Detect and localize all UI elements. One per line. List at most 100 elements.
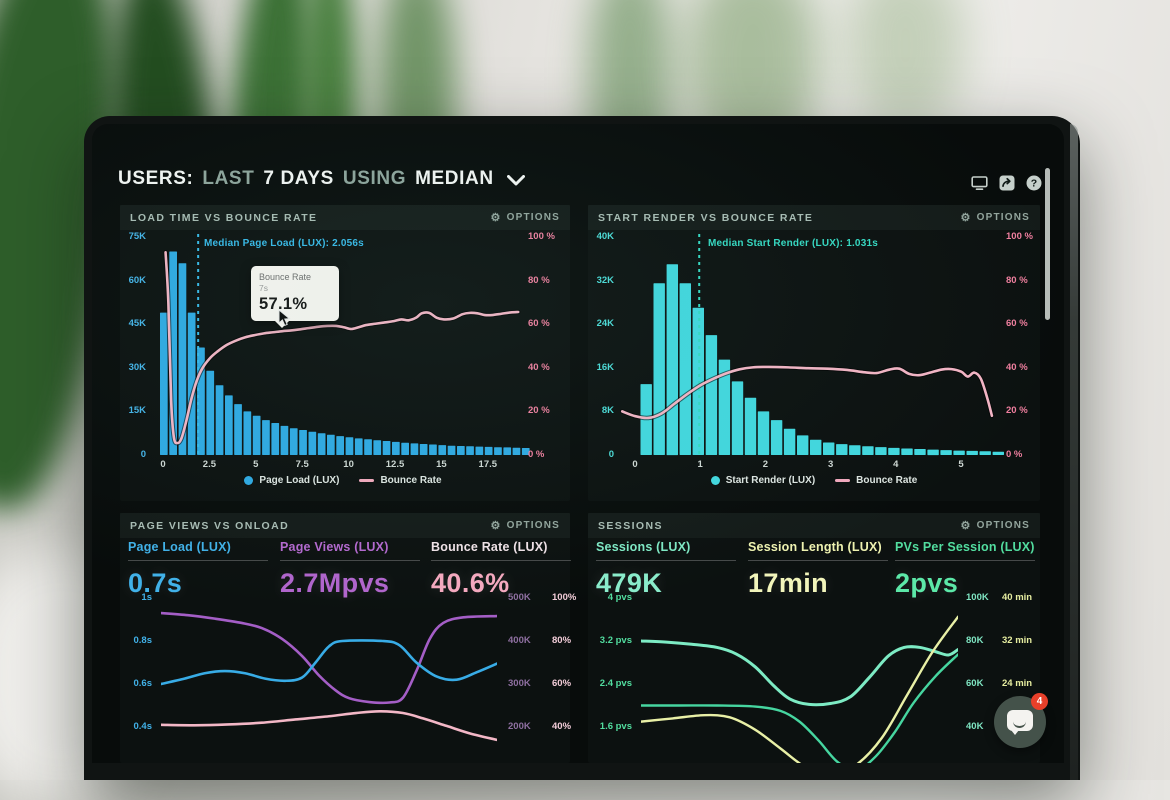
median-annotation: Median Start Render (LUX): 1.031s [708,238,878,249]
metric-block: Page Views (LUX) 2.7Mpvs [280,540,420,599]
metric-value: 17min [748,568,829,598]
x-axis-tick: 17.5 [478,459,498,470]
axis-tick: 60 % [1006,318,1028,330]
panel-header: LOAD TIME VS BOUNCE RATE ⚙ OPTIONS [120,205,570,230]
title-segment: 7 DAYS [263,168,334,189]
axis-tick: 80% [552,635,572,646]
axis-tick: 60K [128,274,146,286]
mouse-cursor [278,309,291,327]
axis-tick: 30K [128,361,146,373]
legend-line-marker [835,479,851,482]
axis-tick: 40 min [1002,592,1033,603]
axis-tick: 500K [508,592,531,603]
legend-item[interactable]: Bounce Rate [359,475,442,486]
metric-block: Bounce Rate (LUX) 40.6% [431,540,571,599]
options-label: OPTIONS [976,212,1030,223]
options-button[interactable]: ⚙ OPTIONS [491,212,560,223]
axis-tick: 45K [128,318,146,330]
axis-tick: 1.6 pvs [599,721,632,732]
options-label: OPTIONS [506,212,560,223]
tooltip-x-value: 7s [259,283,268,293]
panel-header: START RENDER VS BOUNCE RATE ⚙ OPTIONS [588,205,1040,230]
panel-sessions: SESSIONS ⚙ OPTIONS Sessions (LUX) 479K Ses… [588,513,1040,763]
panel-title: START RENDER VS BOUNCE RATE [598,211,814,224]
median-annotation: Median Page Load (LUX): 2.056s [204,238,364,249]
panel-load-time-vs-bounce-rate: LOAD TIME VS BOUNCE RATE ⚙ OPTIONS Media… [120,205,570,501]
axis-tick: 0.4s [133,721,153,732]
axis-tick: 3.2 pvs [599,635,632,646]
axis-tick: 40 % [1006,361,1028,373]
x-axis-tick: 0 [632,459,638,470]
header-toolbar: ? [971,175,1042,191]
x-axis-tick: 2 [762,459,769,470]
legend-item[interactable]: Bounce Rate [835,475,917,486]
axis-tick: 24 min [1002,678,1033,689]
axis-tick: 60% [552,678,572,689]
x-axis-tick: 2.5 [202,459,216,470]
title-segment: LAST [202,168,255,189]
help-icon[interactable]: ? [1026,175,1042,191]
panel-header: SESSIONS ⚙ OPTIONS [588,513,1040,538]
options-button[interactable]: ⚙ OPTIONS [961,520,1030,531]
options-button[interactable]: ⚙ OPTIONS [491,520,560,531]
axis-tick: 20 % [1006,405,1028,417]
x-axis-tick: 4 [893,459,899,470]
gear-icon: ⚙ [490,519,502,532]
laptop: USERS: LAST 7 DAYS USING MEDIAN ? [84,116,1080,780]
options-label: OPTIONS [506,520,560,531]
metric-label: Session Length (LUX) [748,540,888,561]
metric-value: 2pvs [895,568,959,598]
axis-tick: 40K [596,231,614,242]
panel-title: PAGE VIEWS VS ONLOAD [130,519,290,532]
metric-value: 479K [596,568,663,598]
x-axis-tick: 12.5 [385,459,405,470]
options-button[interactable]: ⚙ OPTIONS [961,212,1030,223]
panel-header: PAGE VIEWS VS ONLOAD ⚙ OPTIONS [120,513,570,538]
legend-item[interactable]: Page Load (LUX) [244,475,339,486]
title-segment: MEDIAN [415,168,494,189]
load-time-histogram [160,234,530,455]
chevron-down-icon[interactable] [506,175,525,186]
notification-badge: 4 [1031,693,1048,710]
scrollbar[interactable] [1045,168,1050,320]
x-axis-tick: 7.5 [295,459,309,470]
axis-tick: 20 % [528,405,550,417]
page-views-line-chart [161,611,497,742]
axis-tick: 80 % [1006,274,1028,286]
options-label: OPTIONS [976,520,1030,531]
axis-tick: 32K [596,274,614,286]
legend-label: Bounce Rate [380,475,442,486]
x-axis-tick: 5 [253,459,259,470]
axis-tick: 100 % [528,231,555,242]
chat-widget-button[interactable]: 4 [994,693,1048,748]
axis-tick: 200K [508,721,531,732]
page-title[interactable]: USERS: LAST 7 DAYS USING MEDIAN [118,168,525,190]
axis-tick: 0.6s [133,678,153,689]
axis-tick: 16K [596,361,614,373]
metric-label: Page Load (LUX) [128,540,268,561]
metric-value: 2.7Mpvs [280,568,390,598]
panel-start-render-vs-bounce-rate: START RENDER VS BOUNCE RATE ⚙ OPTIONS Me… [588,205,1040,501]
axis-tick: 60K [966,678,984,689]
legend-item[interactable]: Start Render (LUX) [710,475,815,486]
dashboard-screen: USERS: LAST 7 DAYS USING MEDIAN ? [92,124,1064,763]
title-segment: USING [342,168,407,189]
gear-icon: ⚙ [490,211,502,224]
gear-icon: ⚙ [960,211,972,224]
display-icon[interactable] [971,175,988,191]
axis-tick: 0 % [1006,449,1023,460]
x-axis-tick: 10 [343,459,354,470]
axis-tick: 40 % [528,361,550,373]
share-icon[interactable] [999,175,1015,191]
metric-label: PVs Per Session (LUX) [895,540,1035,561]
metric-label: Sessions (LUX) [596,540,736,561]
tooltip-value: 57.1% [259,295,308,313]
axis-tick: 80 % [528,274,550,286]
axis-tick: 24K [596,318,614,330]
sessions-line-chart [641,615,958,763]
x-axis-tick: 1 [697,459,703,470]
x-axis-tick: 0 [160,459,166,470]
x-axis-tick: 3 [827,459,834,470]
title-segment: USERS: [118,168,194,189]
legend-label: Bounce Rate [856,475,918,486]
